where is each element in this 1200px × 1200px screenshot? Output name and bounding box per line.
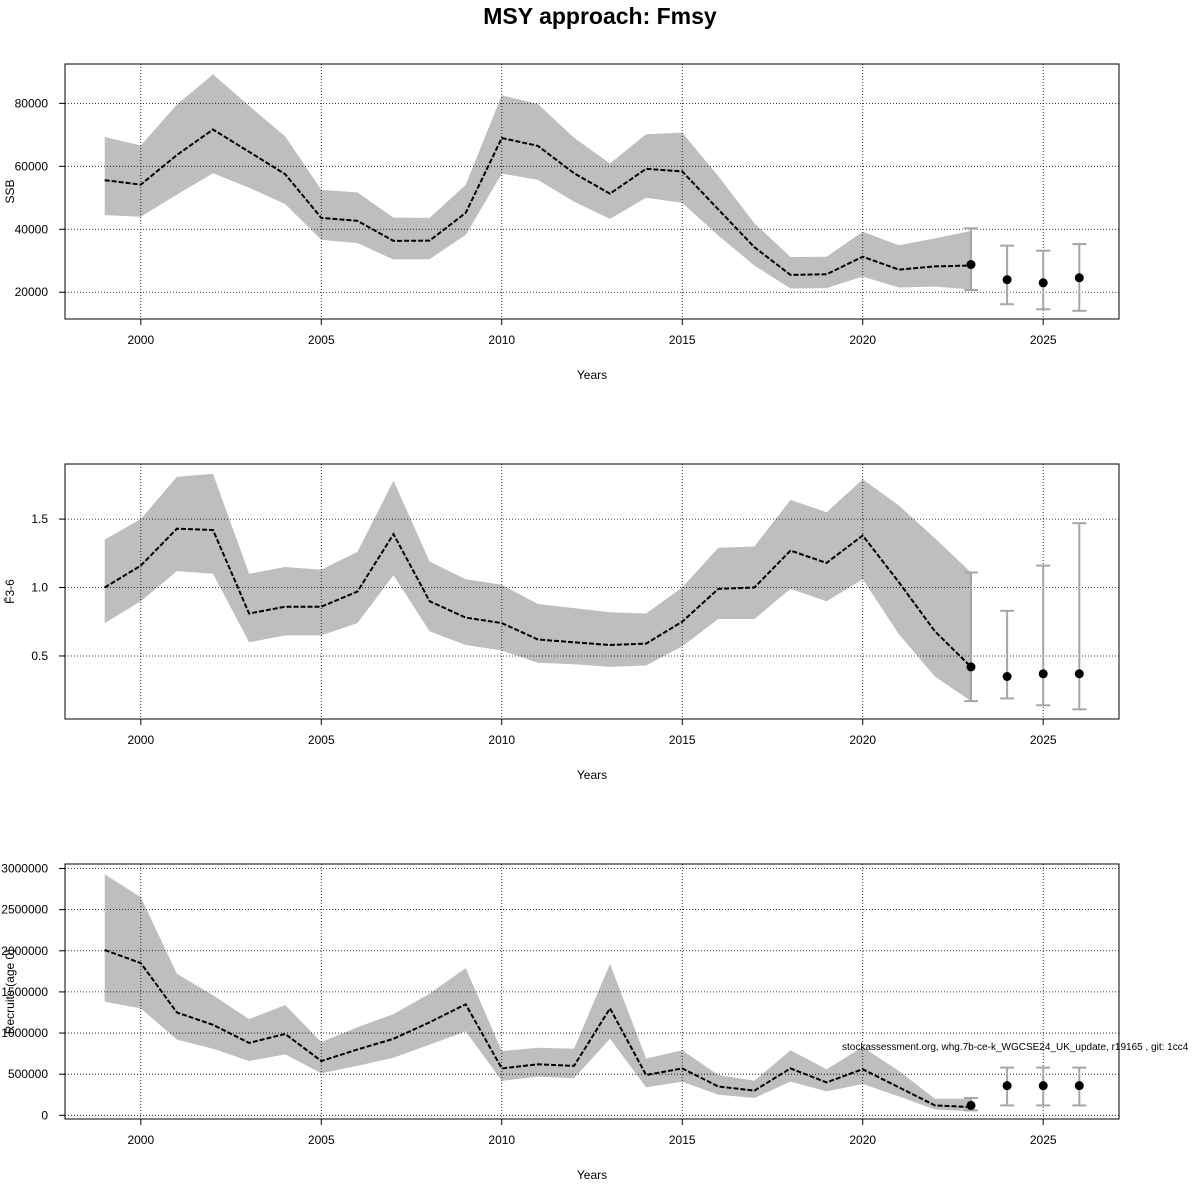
ssb-forecast-point-2023 <box>966 260 976 270</box>
fbar-forecast-point-2023 <box>966 662 976 672</box>
recruits-forecast-point-2026 <box>1074 1081 1084 1091</box>
fbar-ytick-label-1: 1.0 <box>31 581 48 595</box>
fbar-xaxis-title: Years <box>577 768 607 782</box>
recruits-forecast-point-2024 <box>1002 1081 1012 1091</box>
ssb-xtick-label-2020: 2020 <box>849 333 876 347</box>
fbar-forecast-point-2024 <box>1002 672 1012 681</box>
ssb-xtick-label-2005: 2005 <box>308 333 335 347</box>
recruits-plot-frame <box>64 863 1120 1120</box>
ssb-ytick-label-40000: 40000 <box>15 222 49 236</box>
recruits-xtick-label-2010: 2010 <box>488 1133 515 1147</box>
ssb-forecast-point-2025 <box>1038 278 1048 288</box>
fbar-yaxis-title: F̄3-6 <box>3 579 17 604</box>
recruits-xtick-label-2015: 2015 <box>669 1133 696 1147</box>
ssb-forecast-point-2026 <box>1074 273 1084 283</box>
fishing-mortality-panel: 2000 2005 2010 2015 2020 2025 0.5 1.0 1.5 Years F̄… <box>3 463 1120 782</box>
recruits-ytick-label-2500000: 2500000 <box>1 903 48 917</box>
recruits-ytick-label-1000000: 1000000 <box>1 1026 48 1040</box>
ssb-xtick-label-2000: 2000 <box>127 333 154 347</box>
ssb-xtick-label-2015: 2015 <box>669 333 696 347</box>
fbar-plot-frame <box>64 463 1120 720</box>
recruits-ytick-label-0: 0 <box>41 1108 48 1122</box>
ssb-yaxis-title: SSB <box>3 179 17 203</box>
recruits-xtick-label-2020: 2020 <box>849 1133 876 1147</box>
fbar-xtick-label-2015: 2015 <box>669 733 696 747</box>
fbar-estimate-line <box>104 527 972 668</box>
fbar-xtick-label-2020: 2020 <box>849 733 876 747</box>
ssb-panel: 2000 2005 2010 2015 2020 2025 20000 40000 60000 8… <box>3 63 1120 382</box>
recruits-ytick-label-2000000: 2000000 <box>1 944 48 958</box>
fbar-confidence-band <box>104 473 971 702</box>
recruits-forecast-point-2023 <box>966 1100 976 1110</box>
fbar-xtick-label-2005: 2005 <box>308 733 335 747</box>
ssb-xaxis-title: Years <box>577 368 607 382</box>
recruits-xtick-label-2005: 2005 <box>308 1133 335 1147</box>
recruits-xtick-label-2000: 2000 <box>127 1133 154 1147</box>
fbar-ytick-label-1.5: 1.5 <box>31 512 48 526</box>
recruits-ytick-label-500000: 500000 <box>8 1067 48 1081</box>
ssb-confidence-band <box>104 74 971 290</box>
ssb-forecast-point-2024 <box>1002 275 1012 285</box>
footnote: stockassessment.org, whg.7b-ce-k_WGCSE24… <box>842 1042 1189 1053</box>
recruitment-panel: 2000 2005 2010 2015 2020 2025 0 500000 1000000 15… <box>1 862 1120 1182</box>
ssb-ytick-label-80000: 80000 <box>15 96 49 110</box>
fbar-forecast-point-2026 <box>1074 669 1084 679</box>
ssb-ytick-label-60000: 60000 <box>15 159 49 173</box>
ssb-xtick-label-2025: 2025 <box>1030 333 1057 347</box>
recruits-xtick-label-2025: 2025 <box>1030 1133 1057 1147</box>
recruits-xaxis-title: Years <box>577 1168 607 1182</box>
recruits-forecast-point-2025 <box>1038 1081 1048 1091</box>
ssb-plot-frame <box>64 63 1120 320</box>
recruits-yaxis-title: Recruits (age 0) <box>3 949 17 1034</box>
fbar-xtick-label-2025: 2025 <box>1030 733 1057 747</box>
ssb-ytick-label-20000: 20000 <box>15 285 49 299</box>
fbar-ytick-label-0.5: 0.5 <box>31 649 48 663</box>
ssb-estimate-line <box>104 128 972 276</box>
recruits-estimate-line <box>104 949 972 1109</box>
fbar-xtick-label-2010: 2010 <box>488 733 515 747</box>
recruits-ytick-label-3000000: 3000000 <box>1 862 48 876</box>
ssb-xtick-label-2010: 2010 <box>488 333 515 347</box>
fbar-forecast-point-2025 <box>1038 669 1048 679</box>
fbar-xtick-label-2000: 2000 <box>127 733 154 747</box>
recruits-confidence-band <box>104 874 971 1112</box>
recruits-ytick-label-1500000: 1500000 <box>1 985 48 999</box>
page-title: MSY approach: Fmsy <box>483 3 717 29</box>
